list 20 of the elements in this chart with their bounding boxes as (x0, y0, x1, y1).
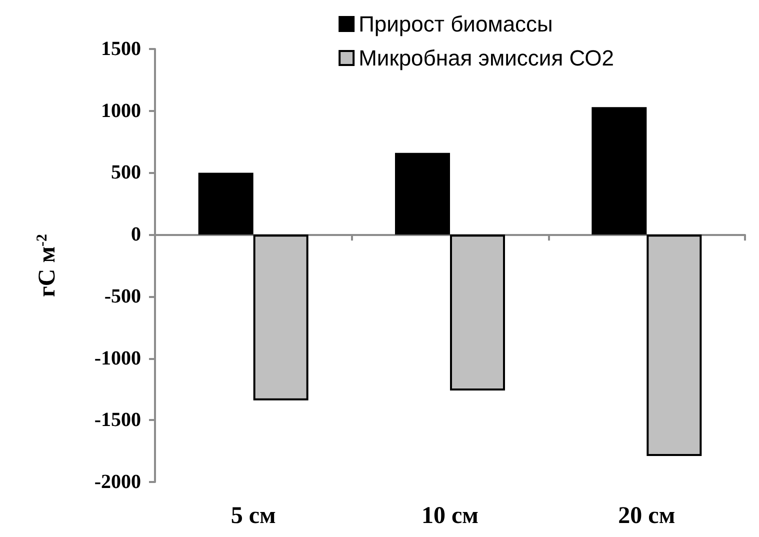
legend-label: Прирост биомассы (358, 12, 553, 36)
x-tick-label: 10 см (422, 503, 478, 529)
legend-label: Микробная эмиссия СО2 (358, 46, 614, 70)
bar (198, 172, 254, 235)
bar (450, 234, 505, 390)
y-tick-label: 500 (111, 162, 141, 184)
y-tick-label: -1000 (94, 347, 141, 370)
y-tick-label: 0 (131, 224, 141, 246)
bar (592, 107, 647, 235)
y-tick-label: 1500 (101, 38, 141, 60)
y-tick-label: -1500 (94, 409, 141, 432)
bar (646, 234, 702, 456)
x-tick-label: 5 см (230, 503, 276, 529)
y-axis-title: гС м-2 (34, 234, 60, 298)
y-tick-label: -500 (104, 285, 141, 308)
y-tick-label: 1000 (101, 100, 141, 122)
bar (395, 152, 450, 235)
y-tick-label: -2000 (94, 471, 141, 493)
x-tick-label: 20 см (618, 503, 676, 529)
bar (253, 234, 308, 400)
